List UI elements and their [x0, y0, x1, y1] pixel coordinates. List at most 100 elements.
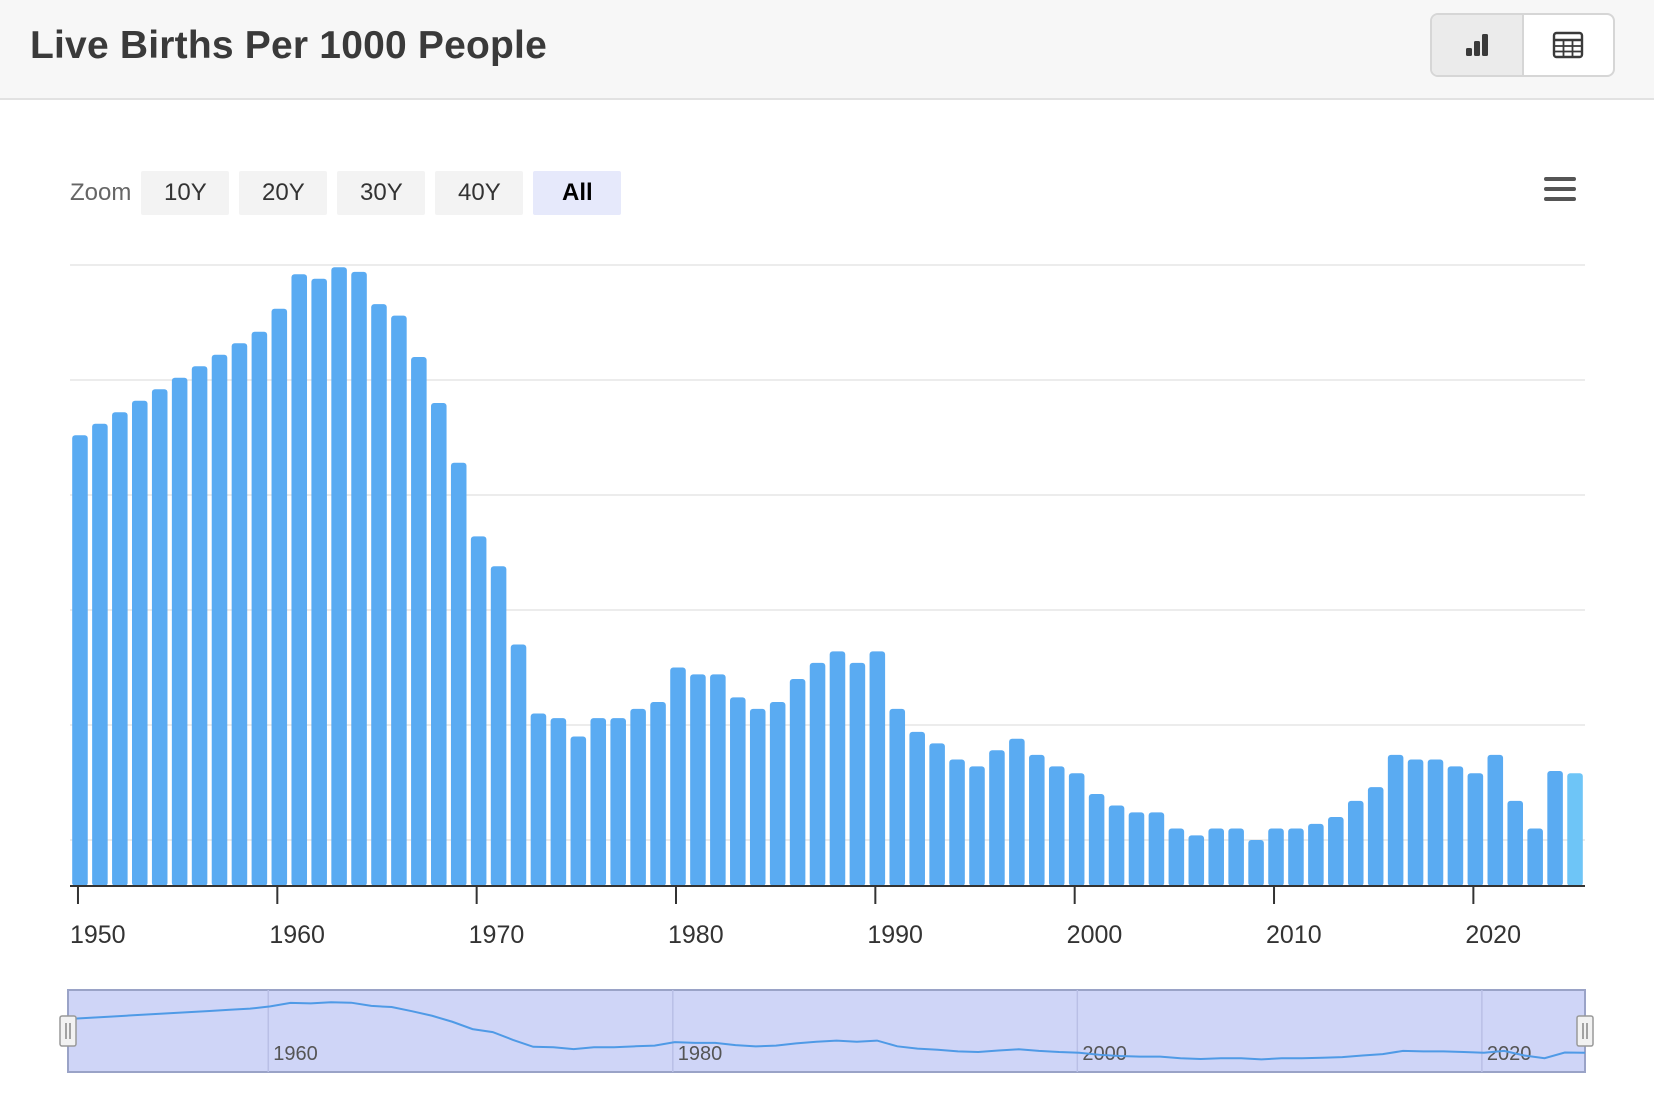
bar-series: [72, 267, 1583, 887]
chart-view-button[interactable]: [1432, 15, 1524, 75]
bar[interactable]: [1108, 805, 1125, 887]
bar[interactable]: [411, 357, 427, 886]
bar[interactable]: [1467, 773, 1484, 886]
bar[interactable]: [112, 412, 128, 886]
bar[interactable]: [1068, 773, 1085, 886]
bar[interactable]: [371, 304, 387, 887]
zoom-30y-button[interactable]: 30Y: [337, 171, 426, 215]
bar[interactable]: [450, 462, 467, 886]
zoom-10y-button[interactable]: 10Y: [141, 171, 230, 215]
bar[interactable]: [1168, 828, 1185, 887]
bar[interactable]: [530, 713, 547, 887]
bar[interactable]: [311, 278, 327, 886]
bar[interactable]: [789, 679, 806, 886]
zoom-label: Zoom: [70, 179, 132, 206]
bar[interactable]: [1208, 828, 1224, 887]
bar[interactable]: [969, 766, 985, 886]
bar[interactable]: [72, 435, 88, 886]
bar[interactable]: [1268, 828, 1284, 887]
bar[interactable]: [1009, 738, 1025, 886]
zoom-20y-button[interactable]: 20Y: [239, 171, 328, 215]
bar[interactable]: [670, 667, 686, 887]
bar[interactable]: [1088, 794, 1105, 886]
bar[interactable]: [331, 267, 347, 886]
bar[interactable]: [1487, 754, 1504, 886]
bar[interactable]: [1328, 817, 1344, 886]
bar[interactable]: [1148, 812, 1165, 886]
bar[interactable]: [1248, 840, 1264, 886]
navigator-right-handle[interactable]: [1576, 1015, 1594, 1047]
bar[interactable]: [550, 718, 567, 886]
bar[interactable]: [1367, 787, 1384, 886]
bar[interactable]: [1029, 754, 1045, 886]
bar[interactable]: [989, 750, 1005, 886]
bar[interactable]: [251, 331, 268, 886]
bar[interactable]: [231, 343, 248, 886]
bar[interactable]: [431, 403, 447, 886]
bar[interactable]: [510, 644, 527, 887]
navigator-left-handle[interactable]: [59, 1015, 77, 1047]
bar-chart-icon: [1465, 34, 1488, 56]
bar[interactable]: [1427, 759, 1444, 887]
bar[interactable]: [470, 536, 487, 886]
bar[interactable]: [630, 708, 646, 886]
bar[interactable]: [391, 315, 407, 887]
bar[interactable]: [650, 702, 666, 886]
bar[interactable]: [131, 400, 148, 886]
bar[interactable]: [1447, 766, 1464, 886]
bar[interactable]: [1547, 771, 1563, 886]
bar[interactable]: [1308, 823, 1324, 886]
zoom-controls: Zoom 10Y 20Y 30Y 40Y All: [70, 171, 631, 215]
bar[interactable]: [929, 743, 945, 886]
bar[interactable]: [1507, 800, 1524, 886]
bar[interactable]: [1407, 759, 1424, 887]
x-tick-label: 1960: [269, 921, 325, 949]
bar[interactable]: [211, 354, 228, 886]
bar[interactable]: [1128, 812, 1145, 886]
x-tick-label: 2000: [1067, 921, 1123, 949]
bar[interactable]: [749, 708, 766, 886]
bar[interactable]: [889, 708, 906, 886]
bar[interactable]: [869, 651, 886, 886]
table-icon: [1553, 31, 1584, 59]
zoom-all-button[interactable]: All: [533, 171, 622, 215]
bar[interactable]: [690, 674, 706, 886]
bar[interactable]: [1188, 835, 1205, 886]
bar[interactable]: [1347, 800, 1364, 886]
x-tick-label: 1990: [867, 921, 923, 949]
bar[interactable]: [490, 566, 507, 886]
bar[interactable]: [590, 718, 607, 886]
table-view-button[interactable]: [1524, 15, 1614, 75]
navigator: 1960 1980 2000 2020: [59, 989, 1594, 1073]
bar[interactable]: [1567, 773, 1583, 886]
bar[interactable]: [191, 366, 208, 886]
bar[interactable]: [1288, 828, 1304, 887]
view-toggle: [1430, 13, 1615, 77]
bar[interactable]: [829, 651, 846, 886]
zoom-40y-button[interactable]: 40Y: [435, 171, 524, 215]
bar[interactable]: [351, 271, 367, 886]
bar[interactable]: [1527, 828, 1543, 887]
bar[interactable]: [949, 759, 965, 887]
navigator-tick-label: 2000: [1082, 1043, 1127, 1065]
bar[interactable]: [291, 274, 308, 886]
bar[interactable]: [271, 308, 288, 886]
bar[interactable]: [710, 674, 726, 886]
bar[interactable]: [171, 377, 188, 886]
bar[interactable]: [769, 702, 786, 886]
bar[interactable]: [909, 731, 925, 886]
bar[interactable]: [1048, 766, 1065, 886]
chart-header: Live Births Per 1000 People: [0, 0, 1654, 100]
bar[interactable]: [610, 718, 626, 886]
bar[interactable]: [1387, 754, 1404, 886]
bar[interactable]: [92, 423, 108, 886]
page-title: Live Births Per 1000 People: [30, 24, 547, 67]
bar[interactable]: [809, 662, 826, 886]
hamburger-menu-icon[interactable]: [1540, 172, 1580, 208]
bar[interactable]: [849, 662, 866, 886]
bar[interactable]: [151, 389, 168, 886]
bar[interactable]: [570, 736, 587, 887]
bar[interactable]: [730, 697, 746, 886]
bar[interactable]: [1228, 828, 1244, 887]
